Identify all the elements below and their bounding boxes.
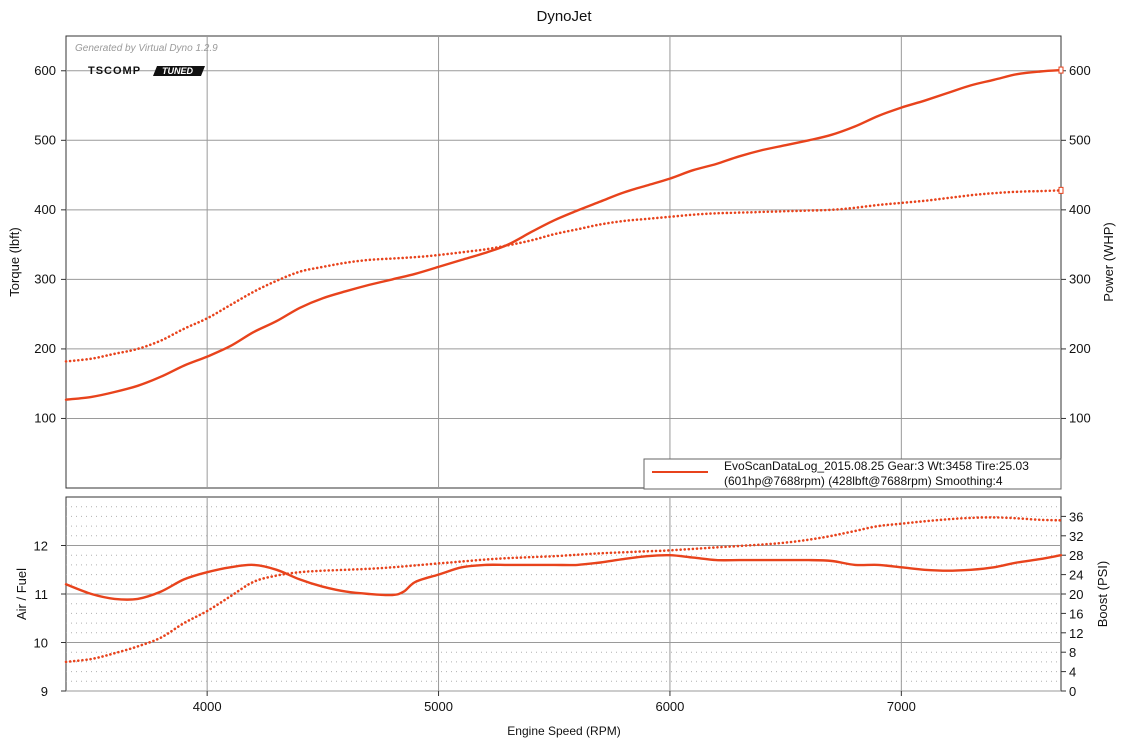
- afr-boost-panel: 9 10 11 12 0 4 8 12 16 20 24 28 32 36 4000 5000 6000 70…: [14, 496, 1110, 738]
- bottom-right-tick-label: 36: [1069, 509, 1083, 524]
- power-axis-label: Power (WHP): [1101, 222, 1116, 301]
- top-right-tick-label: 100: [1069, 410, 1091, 425]
- bottom-right-tick-label: 8: [1069, 645, 1076, 660]
- bottom-horizontal-grid: [66, 545, 1061, 692]
- generator-note: Generated by Virtual Dyno 1.2.9: [75, 43, 218, 54]
- top-left-ticks: 100 200 300 400 500 600: [34, 63, 66, 425]
- logo-badge: [153, 66, 205, 76]
- bottom-right-tick-label: 12: [1069, 626, 1083, 641]
- x-tick-label: 5000: [424, 699, 453, 714]
- bottom-right-tick-label: 24: [1069, 568, 1083, 583]
- x-ticks: 4000 5000 6000 7000: [193, 691, 916, 714]
- bottom-left-ticks: 9 10 11 12: [34, 539, 66, 699]
- top-right-tick-label: 300: [1069, 271, 1091, 286]
- boost-line: [64, 516, 1063, 664]
- tscomp-logo: TSCOMP TUNED: [88, 65, 205, 77]
- bottom-right-tick-label: 20: [1069, 587, 1083, 602]
- top-left-tick-label: 300: [34, 271, 56, 286]
- top-horizontal-grid: [66, 70, 1061, 419]
- bottom-series: [64, 516, 1063, 664]
- x-tick-label: 4000: [193, 699, 222, 714]
- torque-line: [64, 189, 1063, 363]
- x-axis-label: Engine Speed (RPM): [507, 724, 620, 738]
- bottom-left-tick-label: 9: [41, 684, 48, 699]
- afr-axis-label: Air / Fuel: [14, 568, 29, 620]
- top-left-tick-label: 500: [34, 132, 56, 147]
- logo-text-right: TUNED: [162, 66, 193, 76]
- torque-axis-label: Torque (lbft): [7, 227, 22, 296]
- top-right-tick-label: 600: [1069, 63, 1091, 78]
- x-tick-label: 7000: [887, 699, 916, 714]
- top-left-tick-label: 400: [34, 202, 56, 217]
- bottom-right-tick-label: 16: [1069, 606, 1083, 621]
- top-left-tick-label: 600: [34, 63, 56, 78]
- top-plot-area: [65, 35, 1062, 489]
- power-line: [64, 68, 1063, 401]
- legend-line-2: (601hp@7688rpm) (428lbft@7688rpm) Smooth…: [724, 474, 1003, 488]
- top-left-tick-label: 100: [34, 410, 56, 425]
- bottom-right-tick-label: 32: [1069, 529, 1083, 544]
- boost-axis-label: Boost (PSI): [1095, 561, 1110, 627]
- legend-line-1: EvoScanDataLog_2015.08.25 Gear:3 Wt:3458…: [724, 459, 1029, 473]
- air-fuel-line: [64, 553, 1063, 601]
- bottom-right-tick-label: 28: [1069, 548, 1083, 563]
- torque-power-panel: 100 200 300 400 500 600 100 200 300 400 500 600 Ge…: [7, 35, 1116, 490]
- bottom-left-tick-label: 10: [34, 636, 48, 651]
- bottom-left-tick-label: 12: [34, 539, 48, 554]
- top-right-tick-label: 200: [1069, 341, 1091, 356]
- top-vertical-grid: [206, 36, 902, 488]
- legend-box: [643, 458, 1062, 490]
- series-end-marker: [1058, 186, 1064, 194]
- top-right-ticks: 100 200 300 400 500 600: [1061, 63, 1091, 425]
- top-series: [64, 66, 1064, 401]
- bottom-right-tick-label: 0: [1069, 684, 1076, 699]
- chart-title: DynoJet: [536, 8, 592, 25]
- top-left-tick-label: 200: [34, 341, 56, 356]
- top-right-tick-label: 500: [1069, 132, 1091, 147]
- x-tick-label: 6000: [655, 699, 684, 714]
- bottom-right-ticks: 0 4 8 12 16 20 24 28 32 36: [1061, 509, 1083, 699]
- logo-text-left: TSCOMP: [88, 65, 141, 77]
- top-right-tick-label: 400: [1069, 202, 1091, 217]
- bottom-left-tick-label: 11: [35, 587, 49, 602]
- legend: EvoScanDataLog_2015.08.25 Gear:3 Wt:3458…: [643, 458, 1062, 490]
- bottom-right-tick-label: 4: [1069, 665, 1076, 680]
- series-end-marker: [1058, 66, 1064, 74]
